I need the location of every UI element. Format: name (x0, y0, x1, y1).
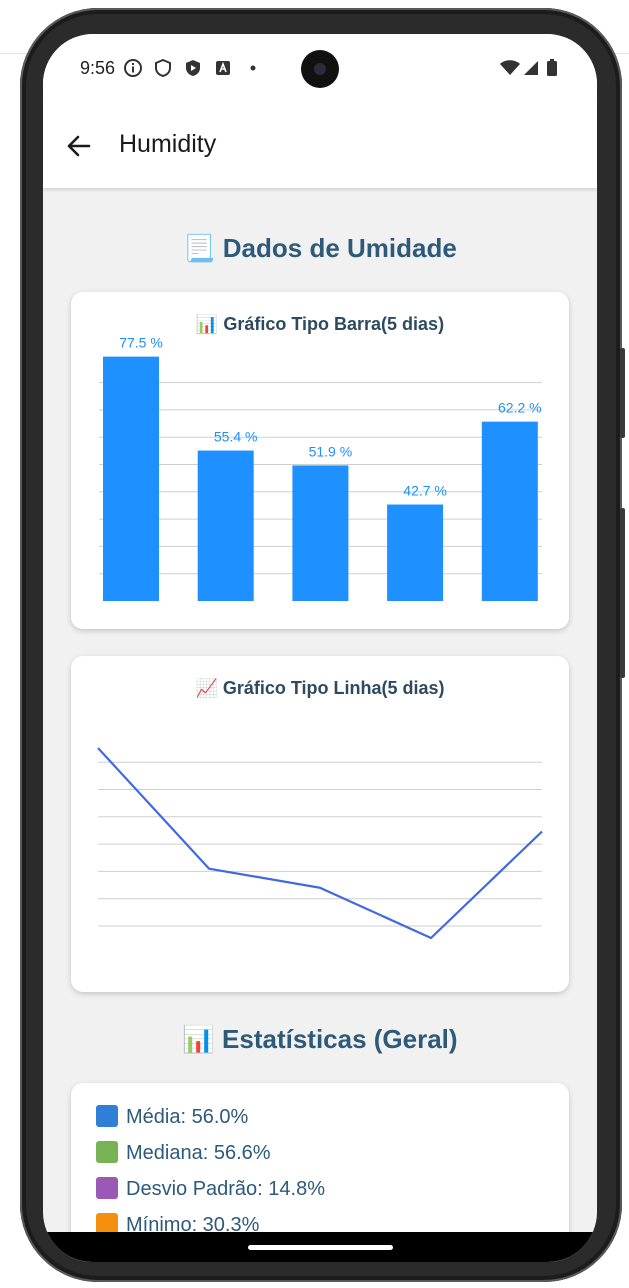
bar (197, 450, 254, 601)
shield-outline-icon (155, 58, 171, 78)
front-camera (301, 50, 339, 88)
bar (103, 356, 159, 601)
line-chart-title: 📈 Gráfico Tipo Linha(5 dias) (195, 678, 445, 698)
bar (481, 421, 538, 601)
stats-section-title: 📊 Estatísticas (Geral) (182, 1024, 458, 1054)
font-app-icon (216, 61, 230, 75)
bar-chart: 77.5 % 55.4 % 51.9 % 42.7 % 62.2 % (99, 335, 542, 601)
stat-color-icon (96, 1213, 118, 1235)
stat-item: Mínimo: 30.3% (96, 1213, 259, 1237)
stat-color-icon (96, 1105, 118, 1127)
navigation-bar (43, 1232, 597, 1262)
screen: 9:56 (43, 34, 597, 1262)
stat-color-icon (96, 1177, 118, 1199)
stat-item: Média: 56.0% (96, 1105, 248, 1129)
stat-text: Média: 56.0% (126, 1106, 249, 1128)
home-gesture-handle[interactable] (248, 1245, 393, 1250)
page-section-title: 📃 Dados de Umidade (183, 233, 457, 263)
bar-data-label: 77.5 % (119, 335, 163, 351)
cellular-signal-icon (524, 61, 538, 75)
bar-data-label: 42.7 % (403, 483, 447, 499)
app-bar-title: Humidity (119, 130, 217, 158)
status-time: 9:56 (80, 58, 116, 78)
bar-data-label: 55.4 % (214, 429, 258, 445)
battery-icon (547, 59, 557, 76)
line-chart (97, 747, 543, 940)
bar-chart-title: 📊 Gráfico Tipo Barra(5 dias) (195, 314, 445, 334)
notification-dot-icon (250, 65, 256, 71)
stat-text: Mediana: 56.6% (126, 1142, 271, 1164)
stat-item: Mediana: 56.6% (96, 1141, 271, 1165)
status-bar: 9:56 (43, 34, 597, 104)
volume-button (620, 348, 625, 438)
stat-text: Desvio Padrão: 14.8% (126, 1178, 326, 1200)
bar-data-label: 62.2 % (498, 400, 542, 416)
wifi-icon (500, 60, 520, 75)
stat-text: Mínimo: 30.3% (126, 1214, 260, 1236)
bar-chart-card: 📊 Gráfico Tipo Barra(5 dias) 77.5 % 55.4 … (71, 292, 569, 629)
app-bar: Humidity (43, 104, 597, 188)
back-arrow-icon[interactable] (61, 128, 97, 164)
bar (387, 504, 444, 601)
stat-item: Desvio Padrão: 14.8% (96, 1177, 325, 1201)
info-icon (124, 59, 142, 77)
stat-color-icon (96, 1141, 118, 1163)
line-chart-card: 📈 Gráfico Tipo Linha(5 dias) (71, 656, 569, 992)
power-button (620, 508, 625, 678)
series-line (97, 747, 543, 940)
play-shield-icon (186, 60, 200, 76)
bar-data-label: 51.9 % (309, 443, 353, 459)
bar (292, 465, 349, 601)
